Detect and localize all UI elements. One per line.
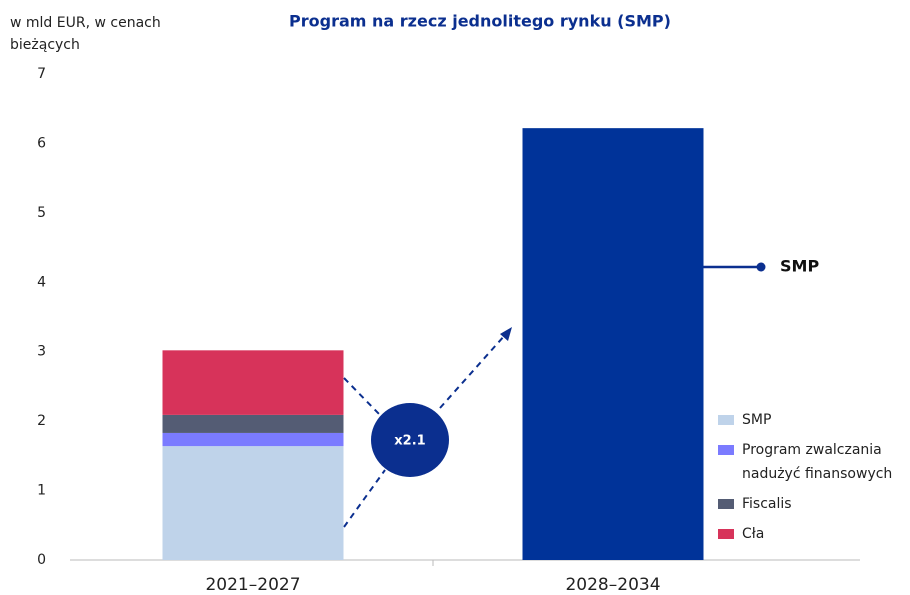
- legend-item: Program zwalczania nadużyć finansowych: [718, 438, 908, 486]
- legend-swatch: [718, 499, 734, 509]
- y-tick-label: 7: [37, 66, 46, 82]
- annotation-label: SMP: [780, 257, 819, 276]
- annotation-dot: [756, 262, 766, 272]
- legend-swatch: [718, 415, 734, 425]
- bar-segment: [162, 432, 344, 447]
- legend: SMP Program zwalczania nadużyć finansowyc…: [718, 408, 908, 552]
- legend-label: Fiscalis: [742, 496, 792, 512]
- bar-segment: [522, 128, 704, 560]
- y-axis-label: w mld EUR, w cenach bieżących: [10, 15, 161, 53]
- y-tick-label: 2: [37, 413, 46, 429]
- legend-swatch: [718, 445, 734, 455]
- legend-label: Cła: [742, 526, 765, 542]
- arrow-head: [500, 327, 512, 341]
- ratio-circle: [371, 403, 449, 477]
- legend-label: Program zwalczania nadużyć finansowych: [742, 442, 893, 482]
- x-tick-label: 2021–2027: [205, 575, 300, 595]
- y-tick-label: 1: [37, 483, 46, 499]
- y-tick-label: 3: [37, 344, 46, 360]
- bar-segment: [162, 414, 344, 433]
- legend-swatch: [718, 529, 734, 539]
- y-tick-label: 0: [37, 552, 46, 568]
- ratio-connectors: [343, 334, 506, 528]
- legend-item: Cła: [718, 522, 908, 546]
- y-tick-label: 4: [37, 274, 46, 290]
- x-tick-label: 2028–2034: [565, 575, 660, 595]
- chart-title: Program na rzecz jednolitego rynku (SMP): [289, 12, 671, 31]
- legend-label: SMP: [742, 412, 772, 428]
- y-tick-label: 6: [37, 135, 46, 151]
- legend-item: Fiscalis: [718, 492, 908, 516]
- ratio-label: x2.1: [394, 434, 425, 449]
- y-tick-label: 5: [37, 205, 46, 221]
- bar-segment: [162, 350, 344, 415]
- legend-item: SMP: [718, 408, 908, 432]
- bar-segment: [162, 446, 344, 560]
